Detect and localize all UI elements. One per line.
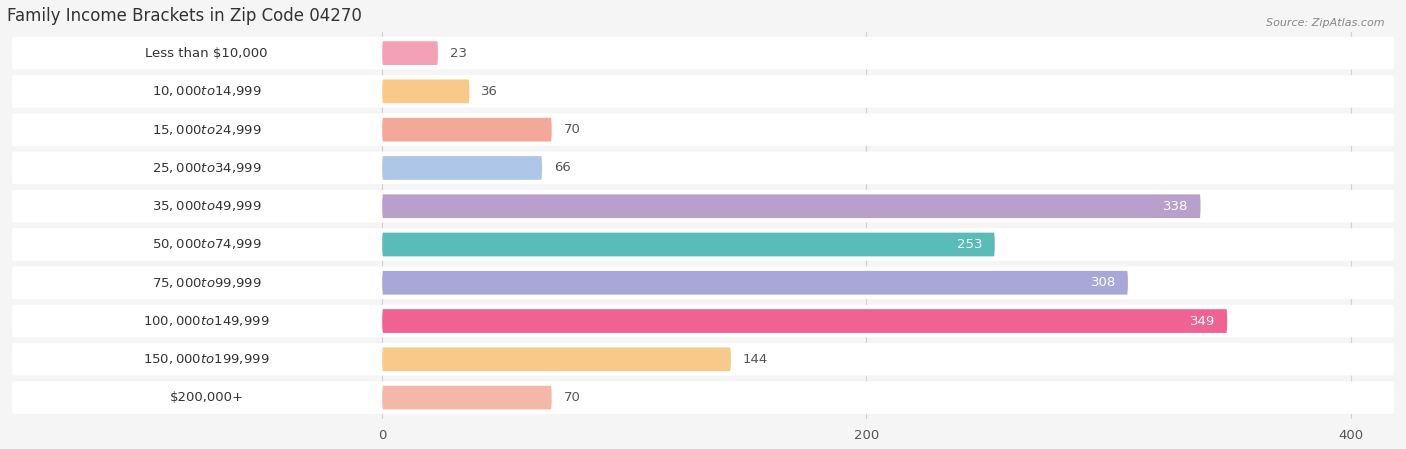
Text: 70: 70 <box>564 391 581 404</box>
FancyBboxPatch shape <box>382 79 470 103</box>
Text: $100,000 to $149,999: $100,000 to $149,999 <box>143 314 270 328</box>
Text: $75,000 to $99,999: $75,000 to $99,999 <box>152 276 262 290</box>
FancyBboxPatch shape <box>11 228 1395 261</box>
Text: 308: 308 <box>1091 276 1116 289</box>
FancyBboxPatch shape <box>11 267 1395 299</box>
FancyBboxPatch shape <box>11 190 1395 222</box>
Text: 349: 349 <box>1189 315 1215 327</box>
FancyBboxPatch shape <box>11 305 1395 337</box>
FancyBboxPatch shape <box>11 114 1395 146</box>
Text: $150,000 to $199,999: $150,000 to $199,999 <box>143 352 270 366</box>
FancyBboxPatch shape <box>382 233 994 256</box>
FancyBboxPatch shape <box>382 386 551 409</box>
Text: 253: 253 <box>957 238 983 251</box>
Text: $35,000 to $49,999: $35,000 to $49,999 <box>152 199 262 213</box>
FancyBboxPatch shape <box>382 118 551 141</box>
FancyBboxPatch shape <box>11 37 1395 70</box>
Text: $25,000 to $34,999: $25,000 to $34,999 <box>152 161 262 175</box>
Text: 338: 338 <box>1163 200 1188 213</box>
Text: Less than $10,000: Less than $10,000 <box>145 47 269 60</box>
FancyBboxPatch shape <box>11 152 1395 184</box>
FancyBboxPatch shape <box>11 343 1395 375</box>
FancyBboxPatch shape <box>382 41 437 65</box>
Text: 66: 66 <box>554 162 571 174</box>
FancyBboxPatch shape <box>382 156 541 180</box>
Text: 23: 23 <box>450 47 467 60</box>
Text: $10,000 to $14,999: $10,000 to $14,999 <box>152 84 262 98</box>
Text: Family Income Brackets in Zip Code 04270: Family Income Brackets in Zip Code 04270 <box>7 7 361 25</box>
Text: $15,000 to $24,999: $15,000 to $24,999 <box>152 123 262 136</box>
FancyBboxPatch shape <box>382 348 731 371</box>
Text: $200,000+: $200,000+ <box>170 391 243 404</box>
Text: 70: 70 <box>564 123 581 136</box>
FancyBboxPatch shape <box>382 194 1201 218</box>
Text: Source: ZipAtlas.com: Source: ZipAtlas.com <box>1267 18 1385 28</box>
FancyBboxPatch shape <box>382 271 1128 295</box>
Text: 36: 36 <box>481 85 498 98</box>
Text: 144: 144 <box>742 353 768 366</box>
FancyBboxPatch shape <box>11 381 1395 414</box>
Text: $50,000 to $74,999: $50,000 to $74,999 <box>152 238 262 251</box>
FancyBboxPatch shape <box>382 309 1227 333</box>
FancyBboxPatch shape <box>11 75 1395 108</box>
